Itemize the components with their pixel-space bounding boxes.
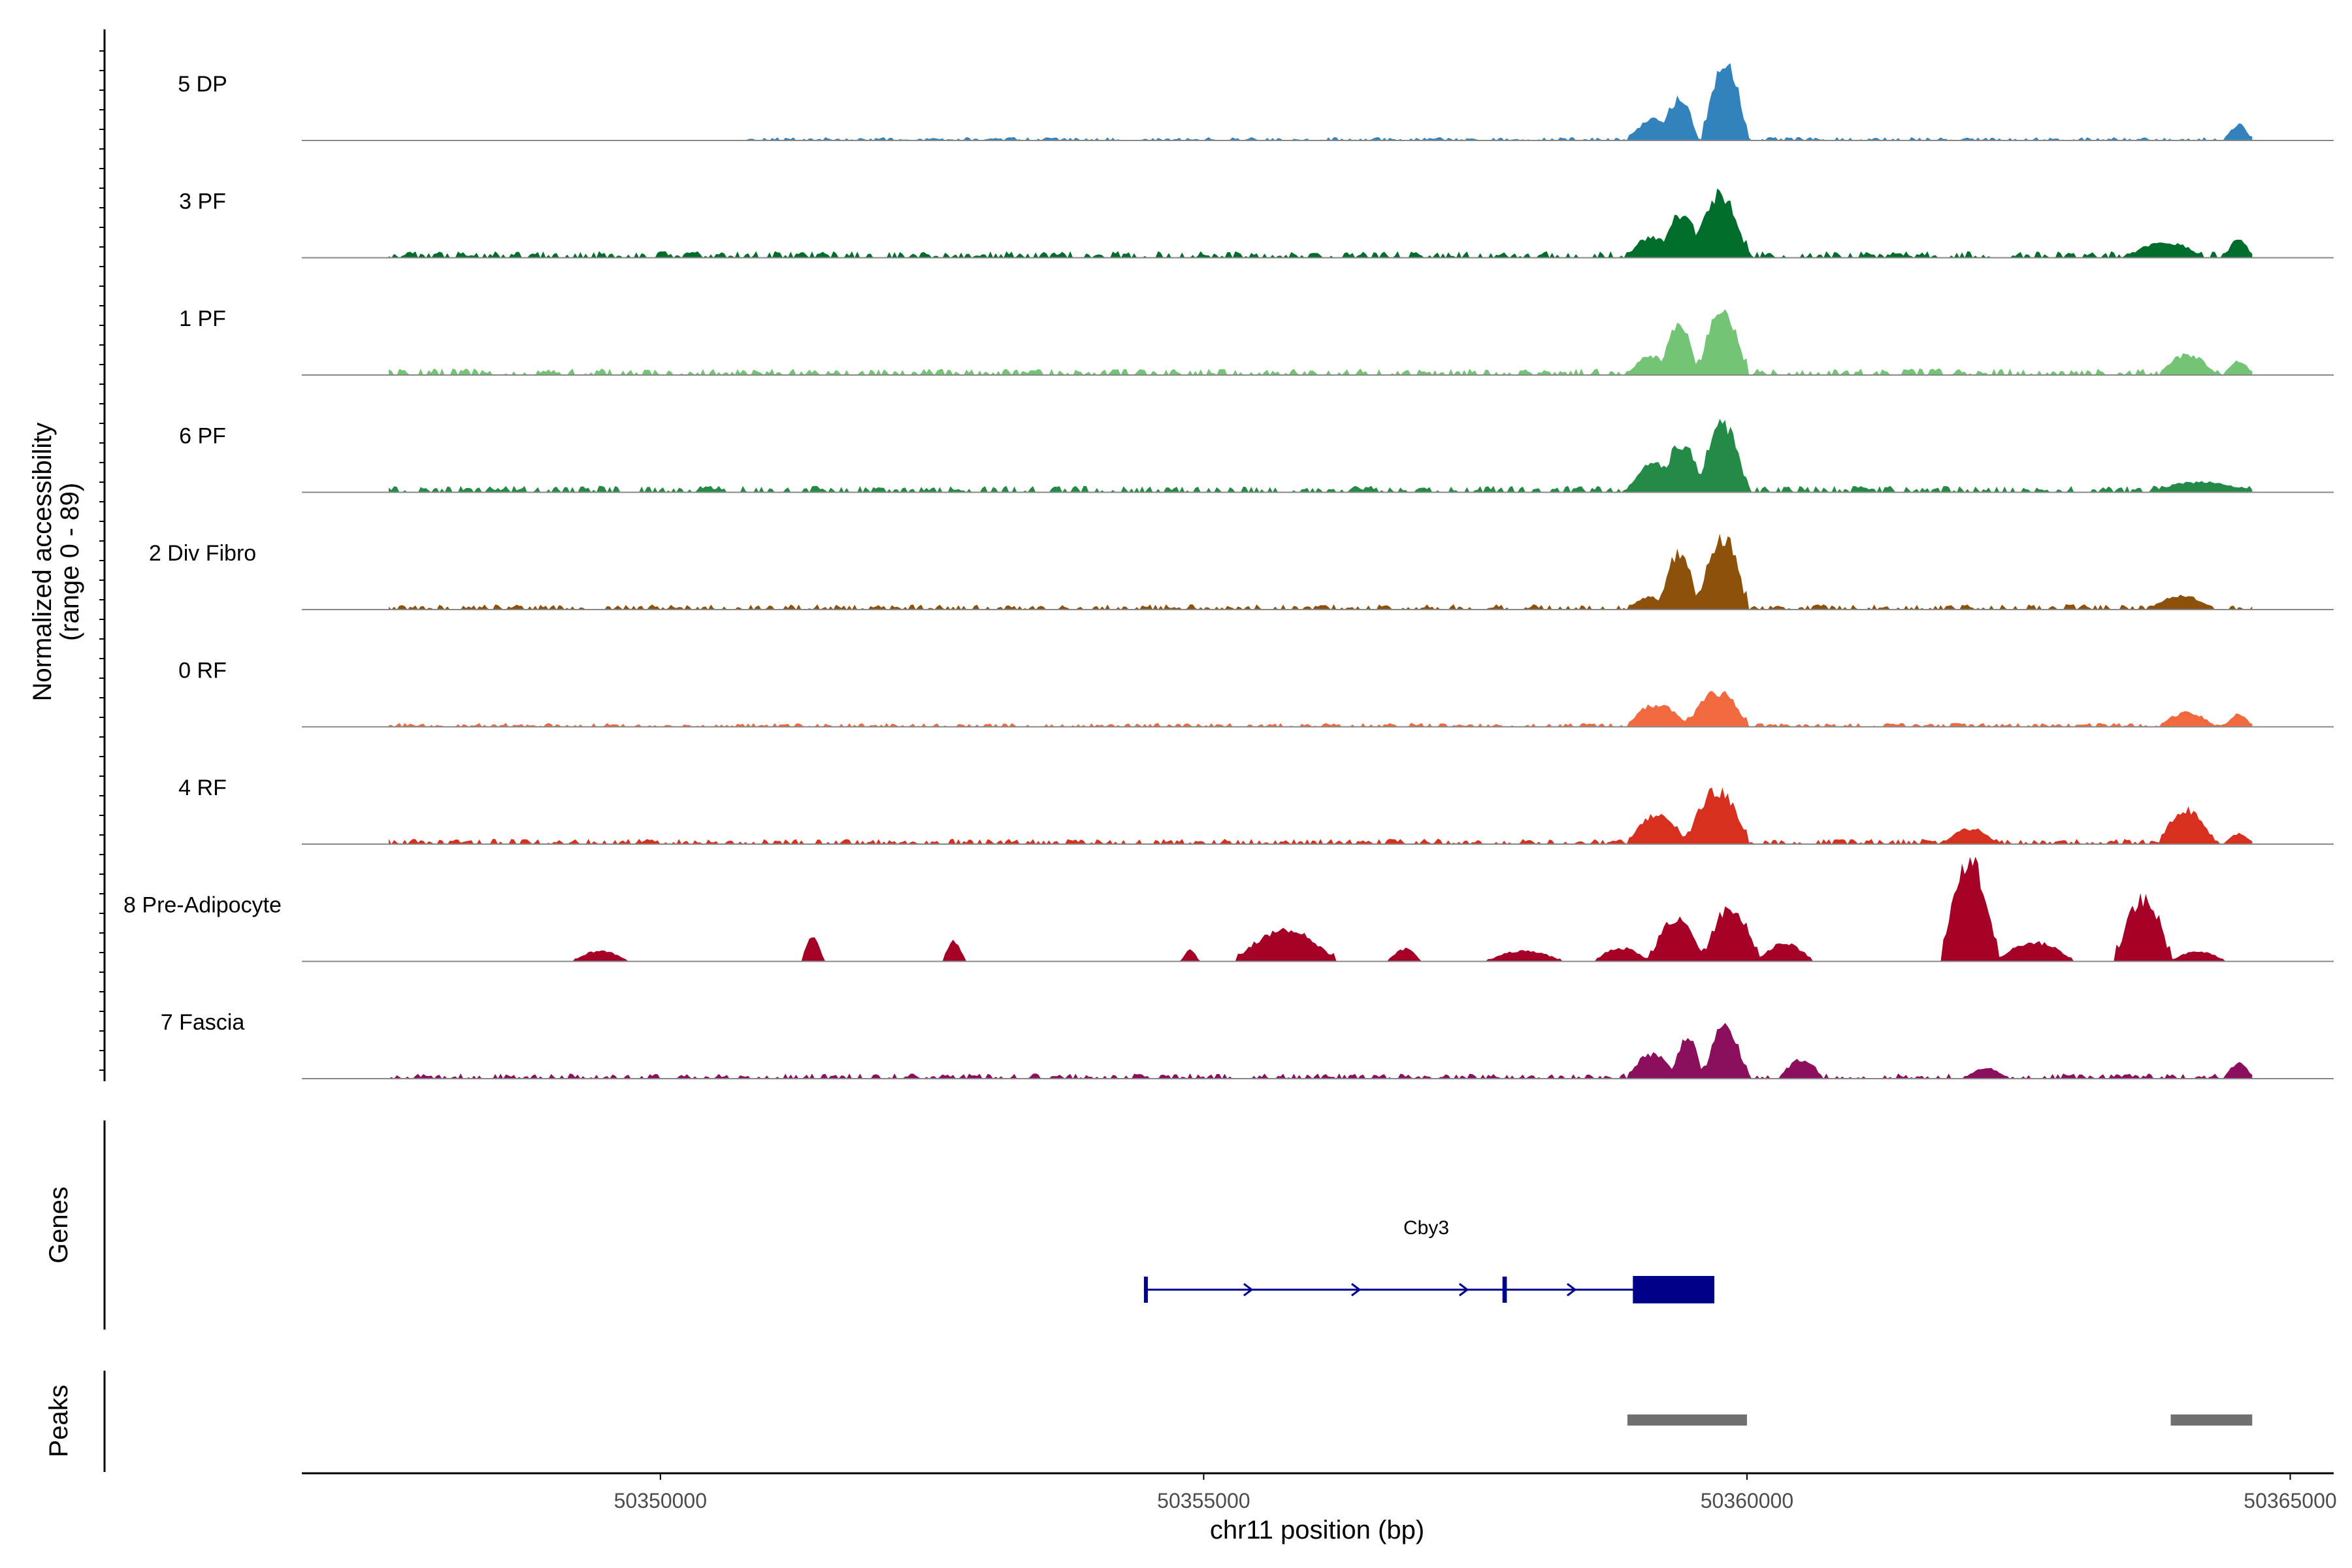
gene-exon xyxy=(1633,1276,1715,1303)
track-8-pre-adipocyte: 8 Pre-Adipocyte xyxy=(123,857,2334,962)
strand-arrow xyxy=(1567,1282,1577,1297)
track-6-pf: 6 PF xyxy=(179,419,2334,493)
coverage-area xyxy=(389,691,2253,727)
strand-arrow xyxy=(1459,1282,1469,1297)
track-2-div-fibro: 2 Div Fibro xyxy=(149,533,2334,610)
coverage-area xyxy=(389,419,2253,493)
track-label: 6 PF xyxy=(179,424,226,449)
y-axis-range: (range 0 - 89) xyxy=(56,483,84,641)
track-label: 3 PF xyxy=(179,189,226,214)
gene-exon xyxy=(1143,1277,1148,1303)
track-label: 0 RF xyxy=(178,659,227,683)
x-tick-label: 50355000 xyxy=(1157,1489,1250,1512)
coverage-area xyxy=(389,533,2253,610)
track-label: 4 RF xyxy=(178,776,227,800)
track-label: 2 Div Fibro xyxy=(149,541,256,566)
genes-panel-label: Genes xyxy=(44,1186,73,1264)
track-label: 1 PF xyxy=(179,306,226,331)
track-7-fascia: 7 Fascia xyxy=(161,1010,2334,1079)
peak-region-bar xyxy=(1627,1414,1747,1426)
peak-region-bar xyxy=(2170,1414,2253,1426)
track-5-dp: 5 DP xyxy=(178,63,2334,141)
strand-arrow xyxy=(1243,1282,1254,1297)
coverage-area xyxy=(389,188,2253,258)
track-4-rf: 4 RF xyxy=(178,776,2334,845)
y-axis-ticks xyxy=(99,50,105,1071)
strand-arrow xyxy=(1351,1282,1362,1297)
x-tick-label: 50350000 xyxy=(614,1489,707,1512)
coverage-area xyxy=(389,1022,2253,1079)
gene-exon xyxy=(1502,1277,1507,1303)
gene-name-label: Cby3 xyxy=(1403,1217,1449,1239)
track-label: 7 Fascia xyxy=(161,1010,245,1035)
track-0-rf: 0 RF xyxy=(178,659,2334,728)
track-3-pf: 3 PF xyxy=(179,188,2334,259)
coverage-area xyxy=(389,787,2253,844)
x-axis-ticks: 50350000 50355000 50360000 50365000 xyxy=(614,1473,2337,1512)
coverage-area xyxy=(389,63,2253,140)
gene-track: Cby3 xyxy=(1143,1217,1715,1303)
x-tick-label: 50365000 xyxy=(2244,1489,2336,1512)
coverage-tracks: 5 DP 3 PF 1 PF 6 PF 2 Div Fibro 0 RF 4 RF 8 Pre… xyxy=(123,63,2334,1079)
y-axis-title: Normalized accessibility xyxy=(28,423,57,702)
x-axis-title: chr11 position (bp) xyxy=(1210,1516,1424,1544)
peak-track xyxy=(1627,1414,2253,1426)
coverage-area xyxy=(389,857,2253,962)
x-tick-label: 50360000 xyxy=(1701,1489,1793,1512)
peaks-panel-label: Peaks xyxy=(44,1384,73,1457)
track-1-pf: 1 PF xyxy=(179,306,2334,376)
track-label: 8 Pre-Adipocyte xyxy=(123,893,282,918)
track-label: 5 DP xyxy=(178,72,227,97)
coverage-area xyxy=(389,309,2253,375)
